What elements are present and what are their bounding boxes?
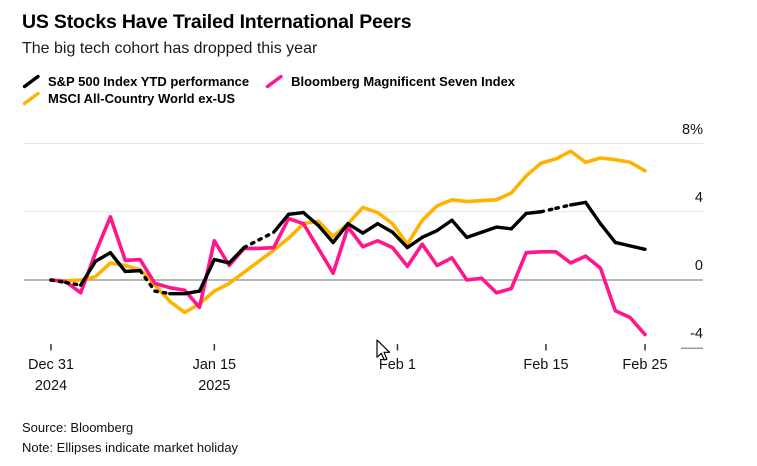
series-segment-0: [138, 268, 157, 293]
axis-ticks: [50, 344, 646, 351]
source-note: Source: Bloomberg: [22, 420, 134, 435]
y-axis-label: 8%: [682, 121, 703, 138]
series-segment-0: [227, 245, 246, 265]
x-axis-label: Feb 15: [523, 357, 569, 373]
legend-label: S&P 500 Index YTD performance: [48, 74, 250, 89]
series-segment-0: [242, 238, 261, 250]
series-segment-0: [123, 268, 142, 274]
series-segment-0: [197, 257, 217, 293]
series-segment-0: [539, 206, 558, 214]
legend-swatch-msci-icon: [22, 91, 40, 106]
series-segment-0: [435, 218, 454, 233]
series-segment-0: [316, 223, 335, 245]
series-segment-0: [331, 221, 350, 245]
series-segment-0: [212, 257, 231, 265]
chart-subtitle: The big tech cohort has dropped this yea…: [22, 40, 318, 57]
legend-label: Bloomberg Magnificent Seven Index: [291, 74, 516, 89]
series-segment-0: [569, 200, 588, 207]
x-axis-sublabel: 2024: [34, 378, 68, 395]
x-axis-sublabel: 2025: [198, 378, 231, 395]
series-segment-0: [450, 218, 469, 240]
page-title: US Stocks Have Trailed International Pee…: [22, 11, 412, 33]
series-segment-0: [153, 289, 172, 296]
chart-legend: S&P 500 Index YTD performance Bloomberg …: [22, 74, 722, 106]
legend-item-mag7: Bloomberg Magnificent Seven Index: [265, 74, 515, 89]
series-segment-0: [93, 250, 113, 263]
series-segment-0: [509, 211, 528, 231]
series-segment-0: [286, 210, 306, 217]
series-segment-0: [420, 228, 439, 240]
series-segment-0: [78, 259, 98, 287]
series-segment-0: [479, 225, 499, 234]
series-segment-0: [272, 212, 291, 234]
series-segment-0: [257, 230, 276, 242]
x-axis-label: Dec 31 2024: [9, 355, 93, 397]
x-axis-label: Feb 1: [378, 357, 416, 373]
series-line-1: [49, 215, 647, 337]
series-segment-0: [465, 230, 484, 240]
legend-item-sp500: S&P 500 Index YTD performance: [22, 74, 249, 89]
series-segment-0: [583, 200, 603, 226]
series-segment-0: [613, 240, 632, 248]
series-segment-0: [628, 244, 647, 251]
mouse-cursor: [376, 339, 391, 361]
series-segment-0: [554, 203, 573, 211]
series-segment-0: [494, 225, 514, 231]
series-segment-0: [182, 289, 202, 296]
series-segment-0: [376, 221, 395, 234]
chart-footer: Source: Bloomberg Note: Ellipses indicat…: [22, 418, 238, 457]
series-segment-0: [598, 221, 617, 245]
series-segment-0: [390, 230, 410, 250]
series-segment-0: [108, 250, 127, 274]
legend-label: MSCI All-Country World ex-US: [48, 91, 236, 106]
gridlines: [24, 142, 703, 349]
legend-swatch-sp500-icon: [22, 74, 40, 89]
legend-item-msci: MSCI All-Country World ex-US: [22, 91, 235, 106]
holiday-note: Note: Ellipses indicate market holiday: [22, 439, 239, 455]
series-segment-0: [64, 280, 83, 287]
series-lines: [49, 149, 647, 337]
series-segment-0: [405, 235, 424, 250]
series-segment-0: [301, 210, 320, 228]
y-axis-label: -4: [690, 326, 703, 343]
y-axis-label: 0: [694, 258, 703, 274]
series-segment-0: [49, 278, 68, 285]
x-axis-label: Feb 25: [622, 357, 668, 373]
y-axis-label: 4: [694, 189, 703, 206]
x-axis-label: Jan 15 2025: [172, 355, 256, 397]
series-segment-0: [346, 221, 365, 235]
series-segment-0: [524, 210, 543, 216]
series-segment-0: [361, 221, 380, 235]
legend-swatch-mag7-icon: [265, 74, 283, 89]
